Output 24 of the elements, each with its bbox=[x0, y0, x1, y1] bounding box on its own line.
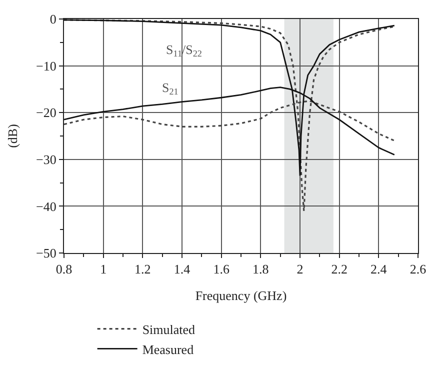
annotation: S$_{21}$ bbox=[162, 80, 178, 97]
x-tick-label: 2.2 bbox=[331, 262, 348, 277]
x-tick-label: 2 bbox=[296, 262, 304, 277]
x-tick-label: 1.4 bbox=[174, 262, 191, 277]
legend-label: Simulated bbox=[142, 322, 196, 337]
annotation: S$_{11}$/S$_{22}$ bbox=[166, 42, 202, 59]
x-tick-label: 0.8 bbox=[56, 262, 72, 277]
y-tick-label: −20 bbox=[36, 105, 56, 120]
y-tick-label: −50 bbox=[36, 246, 56, 261]
y-tick-label: −40 bbox=[36, 198, 56, 214]
y-tick-label: 0 bbox=[50, 12, 56, 27]
y-axis-title: (dB) bbox=[5, 124, 20, 148]
x-tick-label: 1.8 bbox=[252, 262, 269, 277]
legend-label: Measured bbox=[142, 342, 194, 357]
line-series bbox=[64, 19, 396, 176]
x-tick-label: 1.2 bbox=[134, 262, 151, 277]
x-tick-label: 2.4 bbox=[370, 262, 388, 277]
x-tick-label: 1 bbox=[100, 262, 107, 277]
y-tick-label: −10 bbox=[36, 58, 56, 74]
x-tick-label: 1.6 bbox=[213, 262, 230, 277]
x-tick-label: 2.6 bbox=[410, 262, 427, 277]
x-axis-title: Frequency (GHz) bbox=[195, 288, 287, 304]
y-tick-label: −30 bbox=[36, 152, 56, 167]
line-series bbox=[64, 19, 396, 212]
